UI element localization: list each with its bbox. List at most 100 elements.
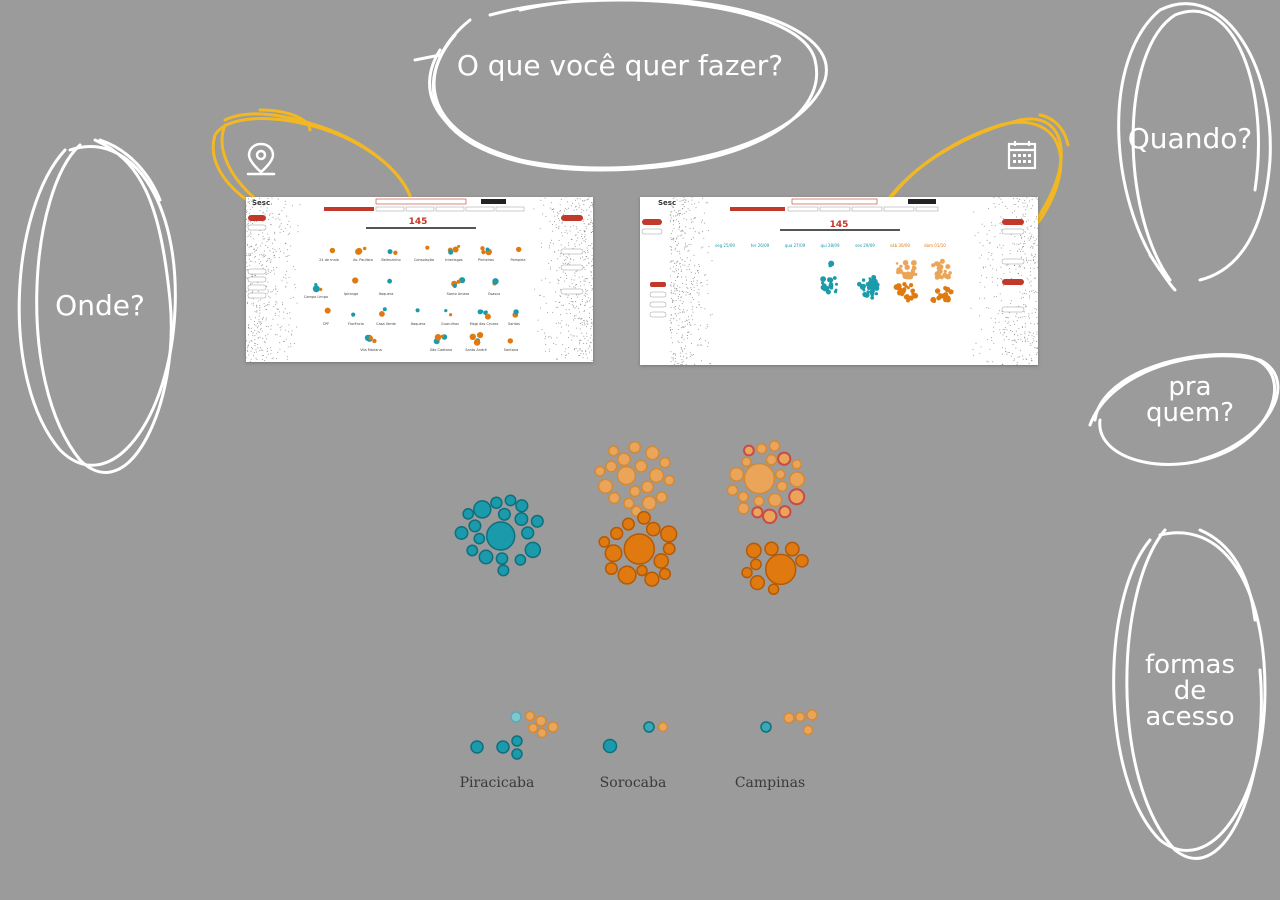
mini-bubble [896, 269, 901, 275]
stipple-dot [574, 307, 576, 309]
stipple-dot [274, 238, 276, 240]
stipple-dot [286, 215, 288, 217]
thumbnail-left-place-label: São Caetano [430, 348, 452, 352]
stipple-dot [258, 321, 260, 323]
stipple-dot [579, 229, 581, 231]
what-label[interactable]: O que você quer fazer? [456, 49, 784, 82]
stipple-dot [690, 315, 692, 317]
stipple-dot [279, 231, 281, 233]
stipple-dot [289, 317, 291, 319]
thumbnail-left-place-label: Interlagos [445, 258, 463, 262]
stipple-dot [584, 278, 586, 280]
stipple-dot [564, 225, 566, 227]
stipple-dot [274, 312, 276, 314]
stipple-dot [681, 230, 683, 232]
stipple-dot [570, 258, 572, 260]
stipple-dot [1002, 313, 1004, 314]
mini-bubble [387, 278, 392, 284]
stipple-dot [555, 343, 557, 345]
stipple-dot [1024, 331, 1026, 333]
stipple-dot [698, 304, 700, 306]
stipple-dot [261, 359, 263, 361]
light-orange-bubble [536, 727, 548, 739]
stipple-dot [569, 261, 571, 263]
stipple-dot [673, 283, 675, 285]
where-label[interactable]: Onde? [55, 289, 145, 322]
stipple-dot [278, 213, 280, 215]
stipple-dot [1026, 261, 1028, 263]
stipple-dot [563, 304, 565, 306]
dark-orange-bubble [617, 565, 637, 585]
teal-bubble [524, 541, 542, 559]
stipple-dot [698, 231, 700, 233]
dark-orange-bubble [645, 521, 661, 537]
mini-bubble [909, 271, 915, 277]
access-label[interactable]: formas de acesso [1130, 652, 1250, 730]
stipple-dot [677, 313, 679, 315]
map-pin-icon[interactable] [242, 140, 282, 180]
stipple-dot [1000, 198, 1002, 200]
mini-bubble [382, 307, 387, 312]
calendar-icon[interactable] [1005, 138, 1041, 174]
stipple-dot [265, 356, 267, 358]
stipple-dot [983, 225, 985, 227]
stipple-dot [1020, 274, 1022, 276]
stipple-dot [555, 307, 557, 309]
stipple-dot [675, 215, 677, 217]
stipple-dot [272, 318, 274, 320]
stipple-dot [260, 349, 262, 351]
stipple-dot [1020, 266, 1022, 268]
mini-bubble [942, 294, 949, 300]
thumbnail-left-place-label: Consolação [414, 258, 434, 262]
stipple-dot [585, 256, 587, 258]
stipple-dot [670, 306, 672, 308]
mini-bubble [473, 339, 481, 346]
thumbnail-by-date[interactable]: Sesc 145 seg 25/09 ter 26/09 qua 27/09 qui … [640, 197, 1038, 365]
thumbnail-by-place[interactable]: Sesc 145 24 de maio Av. Paulista Belenzinh… [246, 197, 593, 362]
stipple-dot [254, 339, 256, 341]
stipple-dot [265, 309, 267, 310]
stipple-dot [590, 285, 592, 286]
stipple-dot [671, 329, 673, 331]
stipple-dot [276, 290, 278, 292]
stipple-dot [246, 277, 247, 279]
stipple-dot [264, 341, 266, 343]
stipple-dot [1026, 277, 1028, 279]
for-whom-label[interactable]: pra quem? [1140, 374, 1240, 426]
stipple-dot [669, 268, 671, 270]
stipple-dot [687, 250, 689, 252]
stipple-dot [277, 351, 279, 353]
stipple-dot [575, 206, 577, 208]
stipple-dot [677, 235, 679, 237]
stipple-dot [1017, 206, 1019, 208]
stipple-dot [585, 290, 587, 292]
stipple-dot [676, 237, 678, 239]
mini-bubble [914, 272, 918, 276]
thumbnail-left-place-label: Pinheiros [478, 258, 494, 262]
mini-bubble [434, 334, 442, 341]
stipple-dot [1023, 267, 1025, 269]
stipple-dot [589, 342, 591, 343]
stipple-dot [1000, 278, 1002, 279]
stipple-dot [1035, 311, 1036, 313]
stipple-dot [685, 364, 687, 365]
stipple-dot [581, 237, 583, 239]
stipple-dot [246, 255, 248, 257]
stipple-dot [552, 224, 553, 225]
stipple-dot [671, 249, 673, 251]
stipple-dot [991, 252, 993, 254]
stipple-dot [580, 257, 582, 259]
stipple-dot [540, 246, 542, 248]
stipple-dot [698, 292, 700, 294]
when-label[interactable]: Quando? [1127, 122, 1253, 155]
stipple-dot [246, 205, 248, 207]
stipple-dot [1028, 239, 1030, 241]
dark-orange-bubble [767, 583, 780, 596]
stipple-dot [1034, 308, 1036, 310]
stipple-dot [999, 232, 1001, 234]
stipple-dot [576, 327, 578, 329]
stipple-dot [690, 301, 692, 303]
stipple-dot [250, 283, 252, 285]
stipple-dot [587, 348, 589, 350]
stipple-dot [1015, 315, 1017, 317]
